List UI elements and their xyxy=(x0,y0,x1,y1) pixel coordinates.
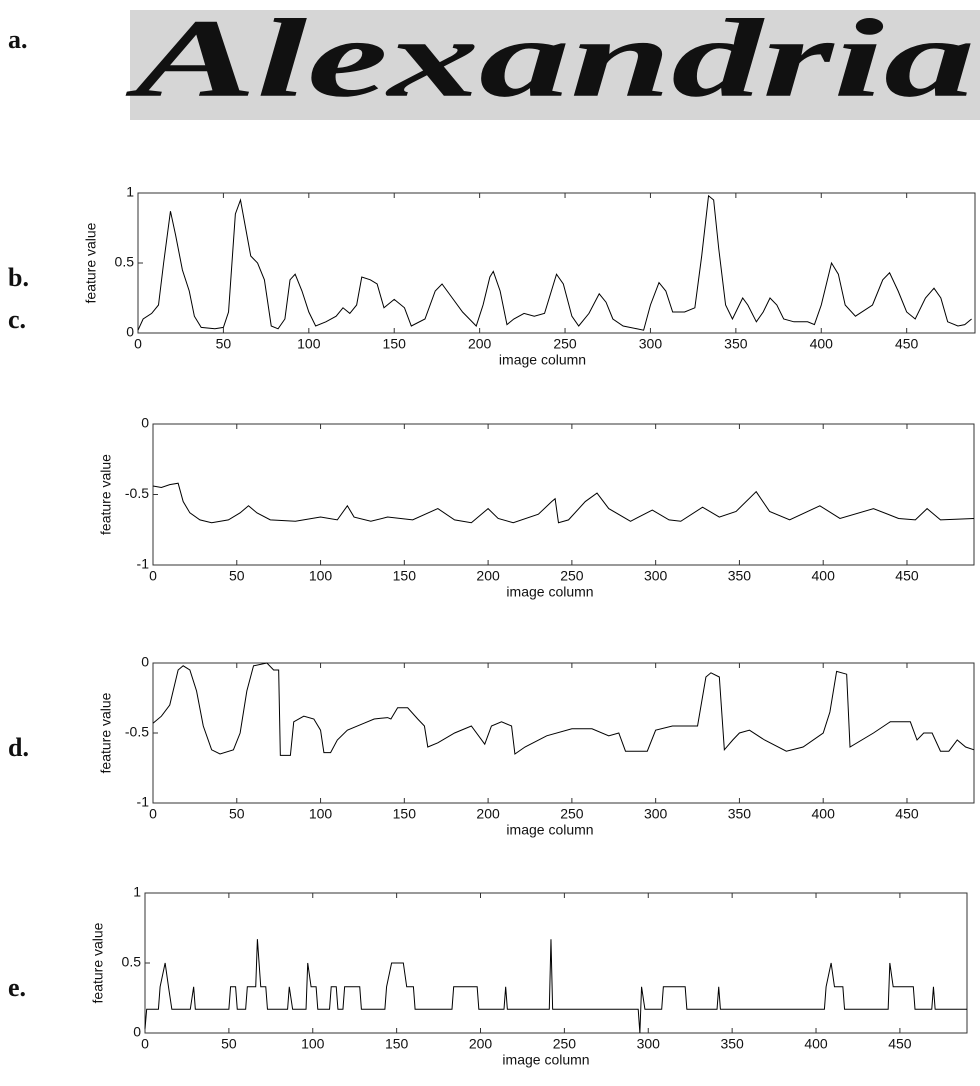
y-tick-label: 0.5 xyxy=(122,954,142,970)
x-tick-label: 300 xyxy=(644,568,668,584)
x-tick-label: 200 xyxy=(476,568,500,584)
x-tick-label: 450 xyxy=(888,1036,912,1052)
x-axis-label: image column xyxy=(502,1052,589,1068)
y-tick-label: 1 xyxy=(133,884,141,900)
x-tick-label: 250 xyxy=(560,568,584,584)
x-tick-label: 200 xyxy=(468,336,492,352)
x-tick-label: 150 xyxy=(393,568,417,584)
x-tick-label: 50 xyxy=(221,1036,237,1052)
x-tick-label: 350 xyxy=(724,336,748,352)
x-tick-label: 0 xyxy=(149,568,157,584)
x-tick-label: 250 xyxy=(560,806,584,822)
y-tick-label: -1 xyxy=(137,556,150,572)
x-tick-label: 200 xyxy=(469,1036,493,1052)
x-tick-label: 400 xyxy=(804,1036,828,1052)
y-tick-label: -0.5 xyxy=(125,485,149,501)
x-tick-label: 100 xyxy=(301,1036,325,1052)
y-tick-label: 0 xyxy=(133,1024,141,1040)
x-tick-label: 450 xyxy=(895,336,919,352)
x-tick-label: 100 xyxy=(297,336,321,352)
plot-frame xyxy=(153,424,974,565)
y-tick-label: 0 xyxy=(141,415,149,431)
x-tick-label: 250 xyxy=(553,1036,577,1052)
x-axis-label: image column xyxy=(506,822,593,838)
x-tick-label: 50 xyxy=(229,568,245,584)
data-line xyxy=(153,663,974,755)
y-tick-label: -0.5 xyxy=(125,724,149,740)
x-tick-label: 50 xyxy=(216,336,232,352)
data-line xyxy=(138,196,972,330)
x-tick-label: 400 xyxy=(812,806,836,822)
x-tick-label: 0 xyxy=(141,1036,149,1052)
x-tick-label: 300 xyxy=(637,1036,661,1052)
figure: a. Alexandria b.050100150200250300350400… xyxy=(0,0,980,1086)
y-tick-label: 0 xyxy=(141,654,149,670)
y-tick-label: 1 xyxy=(126,184,134,200)
x-tick-label: 300 xyxy=(639,336,663,352)
plot-frame xyxy=(138,193,975,333)
x-tick-label: 50 xyxy=(229,806,245,822)
x-tick-label: 150 xyxy=(393,806,417,822)
x-tick-label: 100 xyxy=(309,806,333,822)
handwritten-word: Alexandria xyxy=(125,0,975,121)
y-axis-label: feature value xyxy=(90,922,106,1003)
x-tick-label: 350 xyxy=(728,568,752,584)
y-tick-label: -1 xyxy=(137,794,150,810)
y-axis-label: feature value xyxy=(98,454,114,535)
panel-label: d. xyxy=(8,733,29,762)
panel-label: b. xyxy=(8,263,29,292)
x-tick-label: 350 xyxy=(728,806,752,822)
y-tick-label: 0.5 xyxy=(115,254,135,270)
x-tick-label: 400 xyxy=(812,568,836,584)
data-line xyxy=(145,939,967,1033)
x-axis-label: image column xyxy=(499,352,586,368)
x-tick-label: 100 xyxy=(309,568,333,584)
x-tick-label: 200 xyxy=(476,806,500,822)
x-tick-label: 150 xyxy=(385,1036,409,1052)
x-axis-label: image column xyxy=(506,584,593,600)
x-tick-label: 400 xyxy=(810,336,834,352)
panel-label: e. xyxy=(8,973,26,1002)
x-tick-label: 350 xyxy=(720,1036,744,1052)
panel-label: a. xyxy=(8,25,28,54)
x-tick-label: 0 xyxy=(134,336,142,352)
x-tick-label: 250 xyxy=(553,336,577,352)
y-axis-label: feature value xyxy=(98,692,114,773)
x-tick-label: 150 xyxy=(383,336,407,352)
x-tick-label: 450 xyxy=(895,806,919,822)
y-tick-label: 0 xyxy=(126,324,134,340)
x-tick-label: 0 xyxy=(149,806,157,822)
y-axis-label: feature value xyxy=(83,222,99,303)
panel-label: c. xyxy=(8,305,26,334)
x-tick-label: 450 xyxy=(895,568,919,584)
plot-frame xyxy=(153,663,974,803)
plot-frame xyxy=(145,893,967,1033)
data-line xyxy=(153,483,974,522)
x-tick-label: 300 xyxy=(644,806,668,822)
